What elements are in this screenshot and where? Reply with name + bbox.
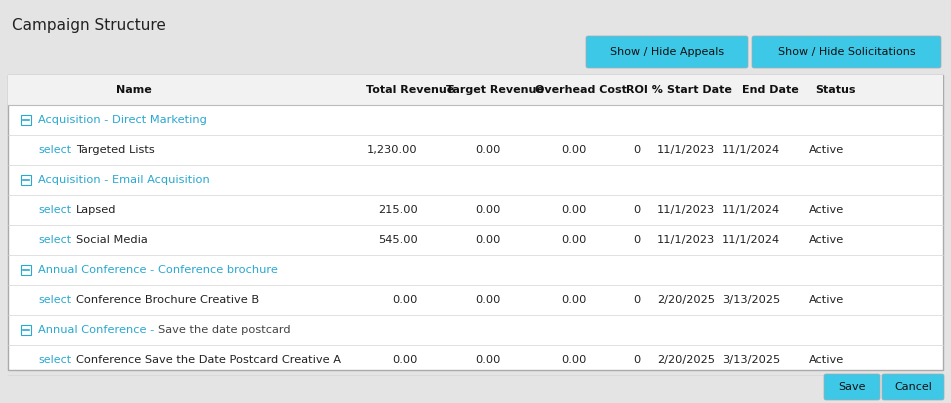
Text: select: select bbox=[38, 205, 71, 215]
Text: 11/1/2024: 11/1/2024 bbox=[722, 235, 781, 245]
Text: Campaign Structure: Campaign Structure bbox=[12, 18, 165, 33]
Text: Social Media: Social Media bbox=[76, 235, 147, 245]
Text: 11/1/2023: 11/1/2023 bbox=[656, 205, 715, 215]
FancyBboxPatch shape bbox=[586, 36, 748, 68]
Text: 215.00: 215.00 bbox=[378, 205, 417, 215]
Text: 0.00: 0.00 bbox=[392, 355, 417, 365]
Text: Show / Hide Solicitations: Show / Hide Solicitations bbox=[778, 47, 915, 57]
FancyBboxPatch shape bbox=[21, 115, 31, 125]
Text: End Date: End Date bbox=[742, 85, 799, 95]
Text: 11/1/2023: 11/1/2023 bbox=[656, 145, 715, 155]
Text: Active: Active bbox=[809, 145, 844, 155]
Text: 0.00: 0.00 bbox=[476, 295, 501, 305]
Text: Active: Active bbox=[809, 205, 844, 215]
Text: Overhead Cost: Overhead Cost bbox=[535, 85, 627, 95]
Text: ROI %: ROI % bbox=[627, 85, 663, 95]
Text: 0.00: 0.00 bbox=[561, 355, 587, 365]
Text: 0: 0 bbox=[632, 355, 640, 365]
Text: Active: Active bbox=[809, 355, 844, 365]
Text: 0: 0 bbox=[632, 295, 640, 305]
Text: Show / Hide Appeals: Show / Hide Appeals bbox=[610, 47, 724, 57]
Text: Active: Active bbox=[809, 295, 844, 305]
FancyBboxPatch shape bbox=[8, 75, 943, 370]
Text: 0.00: 0.00 bbox=[476, 235, 501, 245]
Text: 0: 0 bbox=[632, 235, 640, 245]
Text: 0.00: 0.00 bbox=[476, 205, 501, 215]
Text: Acquisition -: Acquisition - bbox=[38, 175, 112, 185]
Text: 0: 0 bbox=[632, 145, 640, 155]
Text: 11/1/2024: 11/1/2024 bbox=[722, 205, 781, 215]
Text: 0.00: 0.00 bbox=[392, 295, 417, 305]
Text: Name: Name bbox=[116, 85, 152, 95]
Text: 2/20/2025: 2/20/2025 bbox=[657, 295, 715, 305]
Text: 2/20/2025: 2/20/2025 bbox=[657, 355, 715, 365]
Text: Email Acquisition: Email Acquisition bbox=[112, 175, 210, 185]
Text: Cancel: Cancel bbox=[894, 382, 932, 392]
Text: 3/13/2025: 3/13/2025 bbox=[722, 355, 781, 365]
FancyBboxPatch shape bbox=[8, 75, 943, 105]
Text: Targeted Lists: Targeted Lists bbox=[76, 145, 155, 155]
Text: 0.00: 0.00 bbox=[561, 235, 587, 245]
Text: Conference Save the Date Postcard Creative A: Conference Save the Date Postcard Creati… bbox=[76, 355, 341, 365]
Text: 11/1/2024: 11/1/2024 bbox=[722, 145, 781, 155]
Text: 0: 0 bbox=[632, 205, 640, 215]
Text: select: select bbox=[38, 235, 71, 245]
Text: 3/13/2025: 3/13/2025 bbox=[722, 295, 781, 305]
Text: 1,230.00: 1,230.00 bbox=[367, 145, 417, 155]
Text: Start Date: Start Date bbox=[668, 85, 732, 95]
Text: Lapsed: Lapsed bbox=[76, 205, 117, 215]
Text: 0.00: 0.00 bbox=[561, 205, 587, 215]
Text: Total Revenue: Total Revenue bbox=[366, 85, 455, 95]
Text: select: select bbox=[38, 295, 71, 305]
Text: 545.00: 545.00 bbox=[378, 235, 417, 245]
Text: Annual Conference -: Annual Conference - bbox=[38, 265, 158, 275]
FancyBboxPatch shape bbox=[882, 374, 944, 400]
Text: Direct Marketing: Direct Marketing bbox=[112, 115, 207, 125]
Text: Acquisition -: Acquisition - bbox=[38, 115, 112, 125]
Text: Conference brochure: Conference brochure bbox=[158, 265, 278, 275]
FancyBboxPatch shape bbox=[824, 374, 880, 400]
Text: 0.00: 0.00 bbox=[561, 145, 587, 155]
Text: 0.00: 0.00 bbox=[476, 145, 501, 155]
FancyBboxPatch shape bbox=[752, 36, 941, 68]
Text: Target Revenue: Target Revenue bbox=[446, 85, 544, 95]
Text: 11/1/2023: 11/1/2023 bbox=[656, 235, 715, 245]
Text: Active: Active bbox=[809, 235, 844, 245]
Text: Save the date postcard: Save the date postcard bbox=[158, 325, 290, 335]
Text: 0.00: 0.00 bbox=[561, 295, 587, 305]
Text: Conference Brochure Creative B: Conference Brochure Creative B bbox=[76, 295, 259, 305]
FancyBboxPatch shape bbox=[21, 265, 31, 275]
Text: 0.00: 0.00 bbox=[476, 355, 501, 365]
FancyBboxPatch shape bbox=[21, 325, 31, 335]
Text: Annual Conference -: Annual Conference - bbox=[38, 325, 158, 335]
FancyBboxPatch shape bbox=[21, 175, 31, 185]
Text: Save: Save bbox=[838, 382, 865, 392]
Text: Status: Status bbox=[815, 85, 856, 95]
Text: select: select bbox=[38, 145, 71, 155]
Text: select: select bbox=[38, 355, 71, 365]
